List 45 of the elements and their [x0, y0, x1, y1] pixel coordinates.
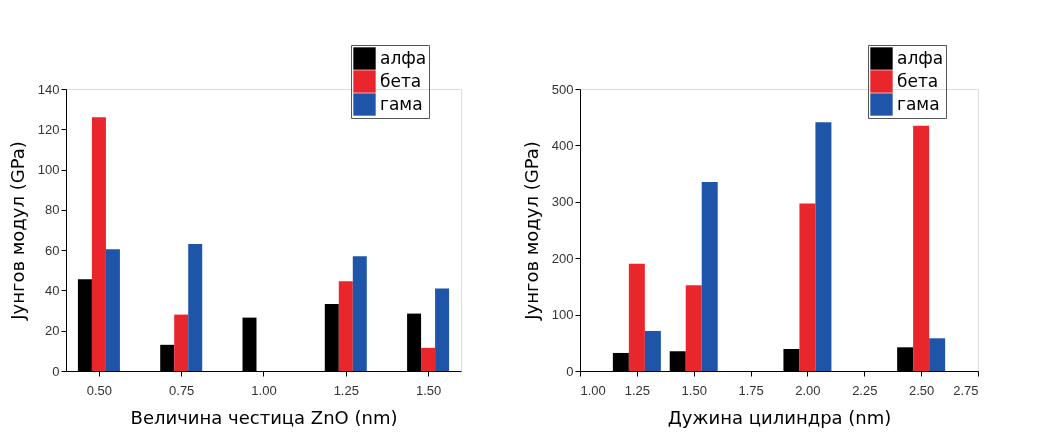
- y-axis-title: Јунгов модул (GPa): [520, 141, 542, 321]
- x-tick-label: 1.50: [681, 382, 707, 398]
- legend-label: бета: [897, 70, 939, 91]
- x-axis-title: Дужина цилиндра (nm): [667, 406, 892, 428]
- bar: [338, 281, 353, 371]
- x-tick-label: 1.25: [333, 382, 359, 398]
- y-tick-label: 100: [551, 307, 574, 323]
- x-tick-label: 1.75: [738, 382, 764, 398]
- y-tick-label: 60: [45, 242, 60, 258]
- y-tick-label: 80: [45, 202, 60, 218]
- y-tick-label: 200: [551, 250, 574, 266]
- y-tick-label: 120: [37, 121, 60, 137]
- x-tick-label: 2.00: [795, 382, 821, 398]
- bar: [421, 347, 436, 371]
- x-tick-label: 2.50: [908, 382, 935, 398]
- bar: [105, 249, 120, 371]
- y-tick-label: 0: [52, 363, 60, 379]
- legend-label: алфа: [380, 47, 427, 68]
- x-tick-label: 2.25: [852, 382, 878, 398]
- y-tick-label: 20: [45, 323, 60, 339]
- bar: [352, 256, 367, 371]
- y-tick-label: 300: [551, 194, 574, 210]
- x-axis-title: Величина честица ZnO (nm): [130, 406, 398, 428]
- x-tick-label: 1.00: [580, 382, 606, 398]
- y-tick-label: 140: [37, 81, 60, 97]
- y-tick-label: 100: [37, 162, 60, 178]
- x-tick-label: 1.00: [251, 382, 277, 398]
- bar: [91, 117, 106, 371]
- bar: [188, 244, 203, 371]
- bar: [174, 314, 189, 371]
- y-tick-label: 40: [45, 282, 60, 298]
- x-tick-label: 1.25: [624, 382, 651, 398]
- legend-label: бета: [380, 70, 422, 91]
- y-axis-title: Јунгов модул (GPa): [6, 141, 28, 321]
- y-tick-label: 0: [566, 363, 574, 379]
- x-tick-label: 2.75: [953, 382, 979, 398]
- x-tick-label: 1.50: [415, 382, 442, 398]
- legend-label: гама: [380, 93, 423, 114]
- y-tick-label: 400: [551, 137, 574, 153]
- x-tick-label: 0.75: [169, 382, 195, 398]
- x-tick-label: 0.50: [86, 382, 113, 398]
- bar: [435, 288, 450, 371]
- legend-label: алфа: [897, 47, 944, 68]
- legend-label: гама: [897, 93, 940, 114]
- y-tick-label: 500: [551, 81, 574, 97]
